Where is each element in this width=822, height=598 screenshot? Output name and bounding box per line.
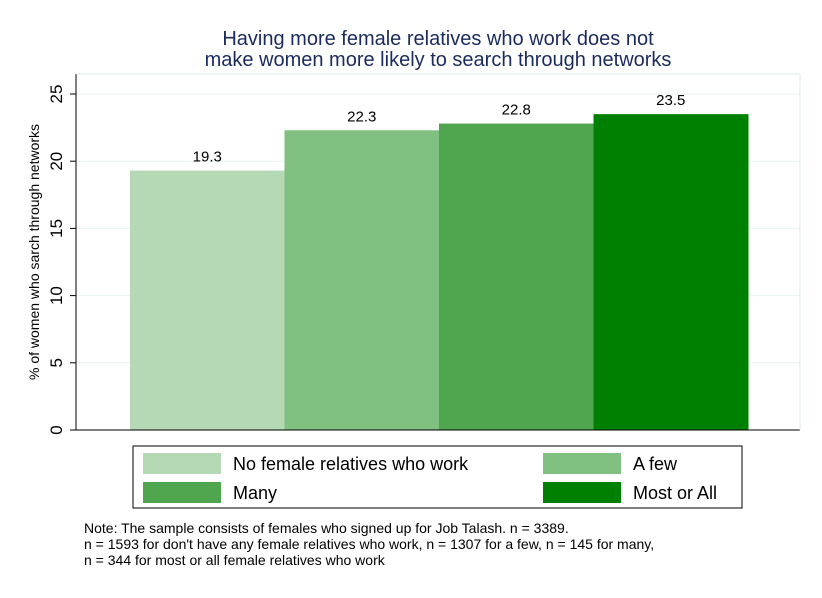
bars bbox=[130, 114, 749, 431]
y-tick-label-5: 5 bbox=[47, 358, 66, 367]
legend-box bbox=[132, 445, 743, 509]
legend-swatch-3 bbox=[143, 482, 221, 503]
data-label-4: 23.5 bbox=[656, 92, 685, 109]
bar-3 bbox=[439, 123, 594, 431]
legend-label-3: Many bbox=[233, 483, 277, 503]
legend-swatch-2 bbox=[543, 453, 621, 474]
chart-title-line-1: Having more female relatives who work do… bbox=[222, 28, 654, 50]
footnote-line-3: n = 344 for most or all female relatives… bbox=[84, 552, 385, 568]
y-tick-label-10: 10 bbox=[47, 286, 66, 305]
legend-label-2: A few bbox=[633, 454, 678, 474]
y-axis-label: % of women who sarch through networks bbox=[26, 124, 42, 380]
footnote-line-1: Note: The sample consists of females who… bbox=[84, 520, 569, 536]
data-label-1: 19.3 bbox=[193, 149, 222, 166]
legend-swatch-1 bbox=[143, 453, 221, 474]
footnote: Note: The sample consists of females who… bbox=[84, 520, 804, 568]
data-labels: 19.3 22.3 22.8 23.5 bbox=[193, 92, 686, 165]
legend-label-4: Most or All bbox=[633, 483, 717, 503]
y-tick-label-0: 0 bbox=[47, 425, 66, 434]
bar-2 bbox=[284, 130, 440, 430]
data-label-2: 22.3 bbox=[347, 108, 376, 125]
legend-label-1: No female relatives who work bbox=[233, 454, 469, 474]
y-tick-label-15: 15 bbox=[47, 219, 66, 238]
y-axis: 0 5 10 15 20 25 bbox=[47, 73, 801, 435]
footnote-line-2: n = 1593 for don't have any female relat… bbox=[84, 536, 655, 552]
legend: No female relatives who work A few Many Mos… bbox=[132, 445, 743, 509]
bar-1 bbox=[130, 170, 285, 430]
y-tick-label-25: 25 bbox=[47, 85, 66, 104]
data-label-3: 22.8 bbox=[502, 102, 531, 119]
bar-4 bbox=[593, 114, 749, 430]
chart-title-line-2: make women more likely to search through… bbox=[205, 49, 672, 71]
legend-swatch-4 bbox=[543, 482, 621, 503]
y-tick-label-20: 20 bbox=[47, 152, 66, 171]
